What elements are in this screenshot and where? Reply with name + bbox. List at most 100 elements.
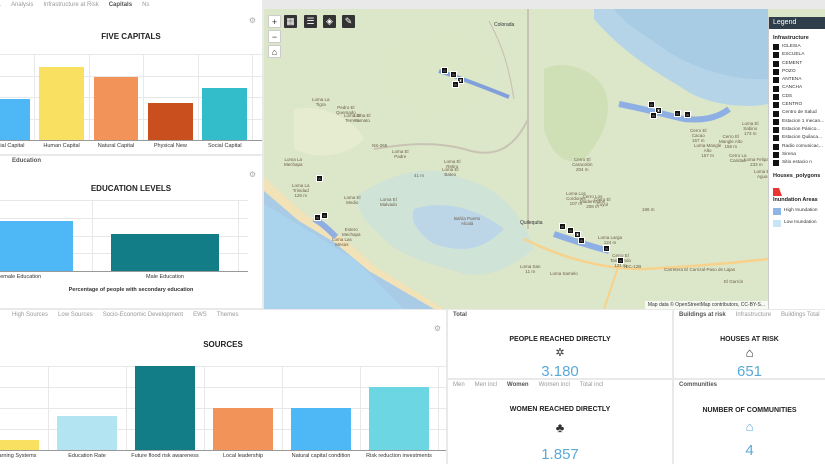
tab[interactable]: Ns xyxy=(142,2,150,8)
tab[interactable]: Capitals xyxy=(108,2,133,8)
bar[interactable] xyxy=(39,67,84,140)
tab[interactable]: Men incl xyxy=(474,382,498,388)
bar[interactable] xyxy=(0,439,40,450)
legend-item-label: Low Inundation xyxy=(784,220,817,226)
chart-title: SOURCES xyxy=(203,340,243,349)
tab[interactable]: Buildings at risk xyxy=(679,312,726,318)
legend-item-label: Sirena xyxy=(782,151,796,157)
infrastructure-pin[interactable]: ⌂ xyxy=(617,257,624,264)
gear-icon[interactable]: ⚙ xyxy=(433,324,441,333)
infrastructure-pin[interactable]: ⌂ xyxy=(674,110,681,117)
gridline xyxy=(0,200,248,201)
infrastructure-pin[interactable]: ⌂ xyxy=(314,214,321,221)
tab[interactable]: Education xyxy=(12,158,42,164)
tab[interactable]: Socio-Economic Development xyxy=(102,312,184,318)
tab[interactable]: Themes xyxy=(216,312,239,318)
bar[interactable] xyxy=(148,103,193,140)
legend-item: ANTENA xyxy=(769,76,825,84)
bar[interactable] xyxy=(134,366,196,450)
legend-inundation-list: High Inundation Low Inundation xyxy=(769,205,825,229)
infrastructure-pin[interactable]: ⌂ xyxy=(450,71,457,78)
tab[interactable]: High Sources xyxy=(12,312,49,318)
infrastructure-symbol-icon xyxy=(773,160,779,167)
infrastructure-pin[interactable]: ⌂ xyxy=(441,67,448,74)
infrastructure-symbol-icon xyxy=(773,52,779,59)
zoom-out-button[interactable]: − xyxy=(268,30,281,43)
edit-pencil-icon[interactable]: ✎ xyxy=(342,15,355,28)
bar[interactable] xyxy=(0,221,74,271)
tab[interactable]: Infrastructure xyxy=(735,312,772,318)
x-axis xyxy=(0,271,248,272)
tab[interactable]: Men xyxy=(453,382,465,388)
tab[interactable]: Analysis xyxy=(11,2,34,8)
tab[interactable]: Total incl xyxy=(579,382,604,388)
tab[interactable]: ... xyxy=(0,2,1,12)
x-tick-label: Local leadership xyxy=(222,453,264,459)
bar[interactable] xyxy=(93,77,139,140)
legend-item: Centro de Salud xyxy=(769,109,825,117)
tab[interactable]: Women incl xyxy=(538,382,570,388)
x-tick-label: Education Rate xyxy=(68,453,106,459)
bar[interactable] xyxy=(212,408,274,450)
bar[interactable] xyxy=(290,408,352,450)
layers-icon[interactable]: ◈ xyxy=(323,15,336,28)
map-label: Loma El Padre xyxy=(392,149,409,159)
infrastructure-symbol-icon xyxy=(773,77,779,84)
infrastructure-pin[interactable]: ⌂ xyxy=(316,175,323,182)
tab[interactable]: Infrastructure at Risk xyxy=(43,2,99,8)
infrastructure-pin[interactable]: ⌂ xyxy=(578,237,585,244)
infrastructure-pin[interactable]: ⌂ xyxy=(559,223,566,230)
legend-item-label: Centro de Salud xyxy=(782,110,817,116)
zoom-in-button[interactable]: + xyxy=(268,15,281,28)
map-label: Loma Los Cordones 107 m xyxy=(566,191,586,206)
basemap-gallery-icon[interactable]: ▦ xyxy=(284,15,297,28)
infrastructure-symbol-icon xyxy=(773,110,779,117)
infrastructure-symbol-icon xyxy=(773,143,779,150)
tab-total[interactable]: Total xyxy=(453,312,467,318)
sources-chart: ...rly Warning Systems Education Rate Futu… xyxy=(0,358,446,464)
gear-icon[interactable]: ⚙ xyxy=(248,16,256,25)
gridline xyxy=(92,200,93,271)
x-axis xyxy=(0,450,446,451)
bar[interactable] xyxy=(202,88,248,140)
map-attribution[interactable]: Map data © OpenStreetMap contributors, C… xyxy=(644,301,768,309)
legend-infrastructure-title: Infrastructure xyxy=(773,35,809,41)
women-group-icon: ♣ xyxy=(555,420,565,435)
infrastructure-pin[interactable]: ⌂ xyxy=(452,81,459,88)
list-icon[interactable]: ☰ xyxy=(304,15,317,28)
infrastructure-pin[interactable]: ⌂ xyxy=(603,245,610,252)
infrastructure-pin[interactable]: ⌂ xyxy=(321,212,328,219)
bar[interactable] xyxy=(110,234,219,271)
home-icon[interactable]: ⌂ xyxy=(268,45,281,58)
tab[interactable]: EWS xyxy=(193,312,207,318)
map-label: Bahía Puerto Alcalá xyxy=(454,216,481,226)
infrastructure-pin[interactable]: ⌂ xyxy=(684,111,691,118)
infrastructure-pin[interactable]: ♜ xyxy=(574,231,581,238)
legend-item: High Inundation xyxy=(769,205,825,217)
map-label: Loma El Retiro xyxy=(444,159,461,169)
bar[interactable] xyxy=(368,387,430,450)
bar[interactable] xyxy=(0,99,30,140)
legend-item-label: CENTRO xyxy=(782,102,803,108)
tab[interactable]: Low Sources xyxy=(58,312,93,318)
infrastructure-pin[interactable]: ⌂ xyxy=(567,227,574,234)
infrastructure-symbol-icon xyxy=(773,93,779,100)
infrastructure-pin[interactable]: ⌂ xyxy=(648,101,655,108)
legend-houses-title: Houses_polygons xyxy=(773,173,821,180)
infrastructure-pin[interactable]: ⌂ xyxy=(650,112,657,119)
legend-title: Legend xyxy=(769,17,825,29)
tab[interactable]: Buildings Total xyxy=(781,312,820,318)
tab-communities[interactable]: Communities xyxy=(679,382,718,388)
legend-item: IGLESIA xyxy=(769,43,825,51)
legend-item: CDS xyxy=(769,93,825,101)
gridline xyxy=(0,387,446,388)
map-view[interactable]: + − ⌂ ▦ ☰ ◈ ✎ Colorada Loma La Tigra Pedro… xyxy=(264,9,825,309)
legend-item-label: ANTENA xyxy=(782,77,802,83)
x-tick-label: Natural capital condition xyxy=(291,453,351,459)
tab[interactable]: Women xyxy=(507,382,529,388)
gear-icon[interactable]: ⚙ xyxy=(248,170,256,179)
map-label: Loma El Bateo xyxy=(442,167,459,177)
bar[interactable] xyxy=(56,416,118,450)
infrastructure-pin[interactable]: ♜ xyxy=(655,107,662,114)
infrastructure-pin[interactable]: ♜ xyxy=(457,77,464,84)
